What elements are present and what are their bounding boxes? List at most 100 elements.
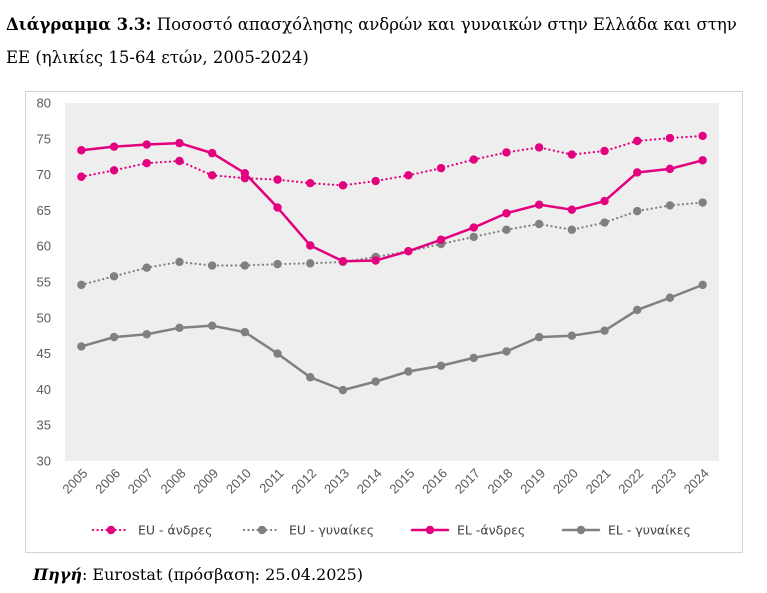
data-point-0 [633,136,642,146]
x-tick-label: 2008 [158,466,189,497]
data-point-0 [534,143,544,152]
data-point-0 [109,166,119,175]
data-point-2 [436,235,446,244]
legend-marker-0 [106,525,116,535]
y-tick-label: 60 [37,239,51,254]
data-point-3 [371,377,380,386]
data-point-3 [665,293,675,302]
data-point-3 [273,349,282,358]
legend-label-2: EL -άνδρες [457,523,525,538]
data-point-3 [338,385,348,395]
data-point-1 [698,198,707,207]
data-point-3 [109,332,119,342]
y-tick-label: 35 [37,418,51,433]
data-point-1 [665,201,675,210]
plot-area [65,103,719,461]
x-tick-label: 2024 [681,466,712,497]
data-point-0 [502,148,511,157]
data-point-1 [502,225,511,234]
data-point-1 [534,219,544,229]
data-point-2 [534,200,544,209]
data-point-0 [665,133,675,143]
figure-label: Διάγραμμα 3.3: [6,15,152,34]
source-text: : Eurostat (πρόσβαση: 25.04.2025) [81,565,363,584]
x-tick-label: 2017 [452,466,483,497]
x-tick-label: 2009 [190,466,221,497]
data-point-3 [77,342,86,351]
data-point-3 [502,347,511,356]
figure-caption: Ποσοστό απασχόλησης ανδρών και γυναικών … [6,15,737,67]
y-tick-label: 30 [37,454,51,469]
data-point-2 [77,146,86,155]
x-tick-label: 2006 [92,466,123,497]
data-point-2 [371,256,380,265]
y-tick-label: 45 [37,346,51,361]
x-tick-label: 2015 [386,466,417,497]
source-note: Πηγή: Eurostat (πρόσβαση: 25.04.2025) [33,565,363,584]
data-point-1 [469,232,478,242]
data-point-2 [207,148,217,158]
x-axis: 2005 2006 2007 2008 2009 2010 2011 2012 2013 2014… [59,466,711,497]
data-point-0 [567,150,577,159]
x-tick-label: 2016 [419,466,450,497]
data-point-1 [77,280,86,290]
data-point-1 [175,257,184,267]
legend-marker-3 [576,525,586,535]
chart-title: Διάγραμμα 3.3: Ποσοστό απασχόλησης ανδρώ… [6,8,756,74]
data-point-0 [436,163,446,173]
x-tick-label: 2010 [223,466,254,497]
x-tick-label: 2023 [648,466,679,497]
x-tick-label: 2021 [583,466,614,497]
data-point-2 [567,205,577,214]
data-point-0 [142,158,151,168]
data-point-0 [371,176,380,186]
data-point-3 [698,280,707,290]
y-tick-label: 40 [37,382,51,397]
data-point-3 [469,353,478,363]
data-point-2 [273,203,282,212]
x-tick-label: 2022 [615,466,646,497]
data-point-1 [207,261,217,270]
data-point-3 [534,332,544,342]
series-line-1 [80,201,704,286]
series-line-0 [80,134,704,187]
legend-label-3: EL - γυναίκες [608,523,691,538]
data-point-2 [338,257,348,266]
data-point-3 [207,321,217,330]
data-point-0 [175,156,184,166]
data-point-3 [175,323,184,333]
x-tick-label: 2013 [321,466,352,497]
data-point-1 [306,259,315,268]
data-point-1 [600,218,609,227]
y-axis: 30 35 40 45 50 55 60 65 70 75 80 [37,96,51,469]
x-tick-label: 2014 [354,466,385,497]
data-point-0 [306,178,315,188]
legend: EU - άνδρες EU - γυναίκες EL -άνδρες EL - γ… [91,523,691,538]
data-point-0 [600,146,609,156]
data-point-0 [469,155,478,164]
x-tick-label: 2018 [485,466,516,497]
data-point-0 [207,171,217,180]
data-point-3 [633,305,642,315]
legend-marker-2 [425,525,435,535]
y-tick-label: 65 [37,203,51,218]
data-point-3 [567,331,577,340]
data-point-3 [436,361,446,370]
y-tick-label: 80 [37,96,51,111]
legend-marker-1 [257,525,267,535]
data-point-1 [567,225,577,234]
x-tick-label: 2007 [125,466,156,497]
data-point-3 [240,327,250,337]
data-point-2 [633,168,642,177]
data-point-2 [404,247,413,256]
data-point-1 [633,206,642,216]
data-point-0 [698,131,707,141]
data-point-2 [142,140,151,149]
data-point-3 [142,330,151,339]
y-tick-label: 55 [37,275,51,290]
data-point-0 [273,175,282,184]
data-point-2 [306,241,315,250]
data-point-0 [338,181,348,190]
data-point-2 [502,209,511,218]
